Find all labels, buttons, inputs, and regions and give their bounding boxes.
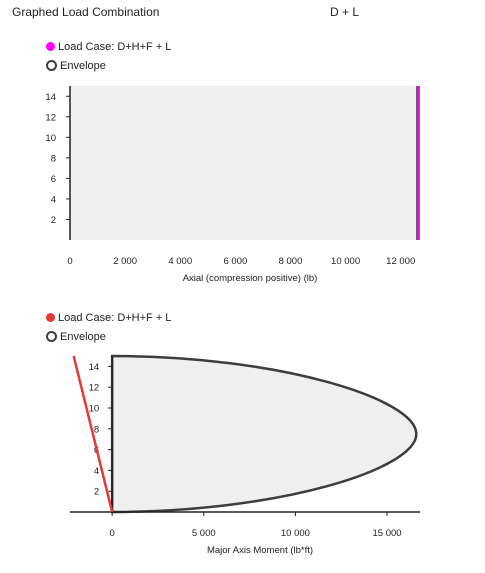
page-title: Graphed Load Combination [12,5,160,19]
y-tick-label: 4 [94,466,99,477]
x-tick-label: 5 000 [192,528,216,539]
load-combination-label: D + L [330,5,360,19]
legend-item-envelope[interactable]: Envelope [46,327,171,346]
legend-envelope-label: Envelope [60,59,106,72]
envelope-curve [110,354,418,514]
y-tick-label: 4 [51,194,56,205]
x-tick-label: 8 000 [279,256,303,267]
y-tick-label: 10 [45,133,56,144]
envelope-marker-icon [46,60,57,71]
y-tick-label: 12 [89,383,100,394]
y-tick-label: 14 [89,362,100,373]
y-tick-label: 2 [51,215,56,226]
x-tick-label: 10 000 [331,256,360,267]
load-case-marker-icon [46,42,55,51]
legend-item-load-case[interactable]: Load Case: D+H+F + L [46,308,171,327]
y-tick-label: 8 [51,153,56,164]
x-tick-label: 4 000 [168,256,192,267]
legend-chart-1: Load Case: D+H+F + L Envelope [46,37,171,75]
y-tick-label: 10 [89,404,100,415]
load-case-marker-icon [46,313,55,322]
legend-item-envelope[interactable]: Envelope [46,56,171,75]
x-tick-label: 2 000 [113,256,137,267]
legend-load-case-label: Load Case: D+H+F + L [58,311,172,324]
plot-area [70,86,420,240]
x-tick-label: 10 000 [281,528,310,539]
x-tick-label: 6 000 [223,256,247,267]
axial-chart: 2 4 6 8 10 12 14 0 2 000 4 000 6 000 8 000 10 000 12 … [45,86,420,284]
x-tick-label: 0 [109,528,114,539]
load-case-line [72,355,114,513]
y-tick-label: 6 [51,174,56,185]
x-axis-title: Major Axis Moment (lb*ft) [207,545,313,556]
legend-load-case-label: Load Case: D+H+F + L [58,40,172,53]
x-tick-label: 12 000 [386,256,415,267]
y-tick-label: 2 [94,487,99,498]
x-axis-title: Axial (compression positive) (lb) [183,273,318,284]
y-tick-label: 8 [94,424,99,435]
x-tick-label: 15 000 [372,528,401,539]
legend-chart-2: Load Case: D+H+F + L Envelope [46,308,171,346]
envelope-marker-icon [46,331,57,342]
x-tick-label: 0 [67,256,72,267]
legend-envelope-label: Envelope [60,330,106,343]
y-tick-label: 12 [45,112,56,123]
legend-item-load-case[interactable]: Load Case: D+H+F + L [46,37,171,56]
y-tick-label: 14 [45,92,56,103]
